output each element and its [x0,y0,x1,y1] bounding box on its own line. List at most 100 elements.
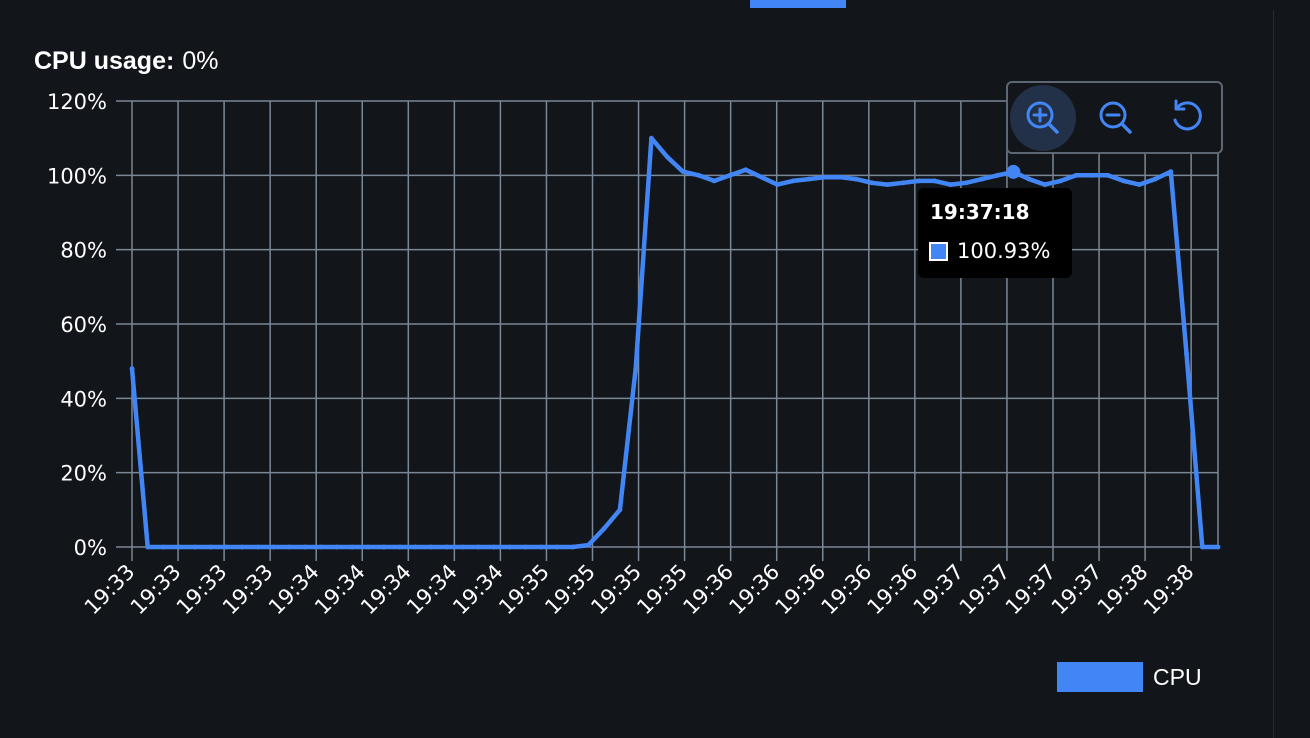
data-point [129,366,135,371]
data-point [349,544,355,550]
tooltip-value: 100.93% [957,239,1051,263]
data-point [586,542,591,548]
x-tick-label: 19:33 [126,560,186,620]
data-point [460,544,465,550]
data-point [287,544,292,550]
data-point [633,366,639,371]
data-point [1042,182,1048,188]
data-point [318,544,324,550]
x-tick-label: 19:37 [909,560,969,620]
data-point [1184,351,1189,357]
highlighted-data-point[interactable] [1006,164,1021,179]
chart-toolbar [1006,81,1223,154]
data-point [491,544,497,550]
data-point [1121,178,1126,184]
zoom-out-icon [1099,101,1132,134]
data-point [774,182,780,188]
cpu-usage-header: CPU usage: 0% [34,46,218,76]
data-point [806,176,812,182]
data-point [475,544,481,550]
data-point [995,172,1001,178]
data-point [963,180,969,186]
data-point [617,507,623,513]
x-tick-label: 19:33 [218,560,278,620]
data-point [869,180,875,186]
x-tick-label: 19:38 [1139,560,1199,620]
y-tick-label: 40% [60,387,107,411]
data-point [601,526,607,531]
data-point [1089,172,1095,178]
data-point [161,544,166,550]
data-point [570,544,576,550]
y-tick-label: 20% [60,462,107,486]
zoom-out-button[interactable] [1083,85,1149,151]
data-point [1058,178,1063,184]
x-tick-label: 19:38 [1093,560,1153,620]
zoom-in-icon [1026,101,1059,134]
x-tick-label: 19:37 [1001,560,1061,620]
data-point [255,544,261,550]
cpu-usage-label: CPU usage: [34,47,175,75]
x-tick-label: 19:36 [863,560,923,620]
y-tick-label: 120% [47,90,107,114]
data-point [1026,176,1032,182]
x-tick-label: 19:35 [540,560,600,620]
data-point [727,172,733,178]
data-point [507,544,513,550]
y-tick-label: 100% [47,164,107,188]
x-axis-ticks: 19:3319:3319:3319:3319:3419:3419:3419:34… [80,560,1199,620]
x-tick-label: 19:35 [494,560,554,620]
data-point [271,544,277,550]
x-tick-label: 19:36 [817,560,877,620]
series-line-cpu [129,135,1221,550]
data-point [979,176,985,182]
x-tick-label: 19:34 [264,560,324,620]
x-tick-label: 19:35 [632,560,692,620]
tooltip-series-swatch [929,242,948,261]
data-point [759,174,764,180]
tooltip-time: 19:37:18 [930,200,1030,224]
panel-divider [1273,10,1274,738]
data-point [1199,544,1205,550]
data-point [1105,172,1111,178]
data-point [948,182,953,188]
data-point [334,544,339,550]
data-point [208,544,214,550]
data-point [381,544,387,550]
data-point [1073,172,1079,178]
data-point [302,544,308,550]
data-point [837,174,843,180]
x-tick-label: 19:34 [448,560,508,620]
x-tick-label: 19:34 [402,560,462,620]
zoom-in-button[interactable] [1010,85,1076,151]
active-tab-indicator [750,0,846,8]
reset-zoom-button[interactable] [1154,85,1220,151]
data-point [1168,169,1174,175]
y-tick-label: 0% [74,536,107,560]
x-tick-label: 19:36 [724,560,784,620]
data-point [397,544,402,550]
x-tick-label: 19:33 [172,560,232,620]
data-point [1152,176,1158,182]
grid [116,100,1219,561]
data-point [680,169,686,175]
data-point [932,178,938,184]
y-axis-ticks: 0% 20% 40% 60% 80% 100% 120% [47,90,107,560]
data-point [1136,182,1142,188]
x-tick-label: 19:37 [955,560,1015,620]
legend-swatch-cpu[interactable] [1057,662,1143,692]
chart-tooltip: 19:37:18 100.93% [918,188,1072,278]
data-point [192,544,198,550]
data-point [853,176,859,182]
y-tick-label: 60% [60,313,107,337]
data-point [696,172,701,178]
data-point [145,544,151,550]
data-point [916,178,922,184]
legend-label-cpu[interactable]: CPU [1153,664,1202,690]
data-point [444,544,450,550]
y-tick-label: 80% [60,239,107,263]
data-point [365,544,371,550]
x-tick-label: 19:34 [310,560,370,620]
data-point [554,544,560,550]
